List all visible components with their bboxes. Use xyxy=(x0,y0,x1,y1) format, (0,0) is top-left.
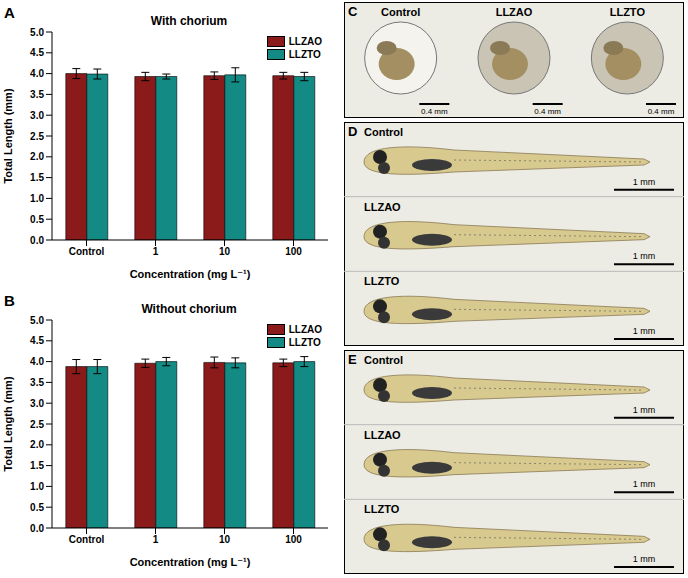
html-text:LLZTO: LLZTO xyxy=(288,337,321,348)
svg-text:Total Length (mm): Total Length (mm) xyxy=(2,88,14,183)
svg-text:1 mm: 1 mm xyxy=(633,554,656,564)
svg-text:0.5: 0.5 xyxy=(30,502,44,513)
svg-text:1 mm: 1 mm xyxy=(633,177,656,187)
html-text:A: A xyxy=(4,4,15,21)
svg-text:1 mm: 1 mm xyxy=(633,405,656,415)
svg-text:LLZTO: LLZTO xyxy=(610,6,646,18)
svg-text:C: C xyxy=(348,4,358,19)
html-text:Without chorium: Without chorium xyxy=(141,302,237,316)
svg-text:10: 10 xyxy=(219,534,231,545)
svg-text:Concentration (mg L⁻¹): Concentration (mg L⁻¹) xyxy=(130,556,251,568)
svg-text:5.0: 5.0 xyxy=(30,27,44,38)
svg-text:4.5: 4.5 xyxy=(30,47,44,58)
svg-text:LLZTO: LLZTO xyxy=(364,275,400,287)
svg-text:0.0: 0.0 xyxy=(30,235,44,246)
svg-text:3.5: 3.5 xyxy=(30,89,44,100)
svg-text:2.5: 2.5 xyxy=(30,131,44,142)
svg-text:0.5: 0.5 xyxy=(30,214,44,225)
svg-text:1.0: 1.0 xyxy=(30,481,44,492)
html-text:LLZAO: LLZAO xyxy=(288,36,322,47)
svg-text:1: 1 xyxy=(153,534,159,545)
svg-text:10: 10 xyxy=(219,246,231,257)
svg-text:5.0: 5.0 xyxy=(30,315,44,326)
svg-text:LLZAO: LLZAO xyxy=(364,429,401,441)
svg-text:100: 100 xyxy=(285,534,302,545)
svg-text:0.4 mm: 0.4 mm xyxy=(421,107,448,116)
svg-text:Control: Control xyxy=(69,246,105,257)
svg-text:Control: Control xyxy=(381,6,420,18)
svg-text:0.0: 0.0 xyxy=(30,523,44,534)
html-text:With chorium: With chorium xyxy=(150,14,228,28)
svg-text:2.5: 2.5 xyxy=(30,419,44,430)
svg-text:1.0: 1.0 xyxy=(30,193,44,204)
svg-text:E: E xyxy=(348,352,357,367)
svg-text:2.0: 2.0 xyxy=(30,439,44,450)
svg-text:Concentration (mg L⁻¹): Concentration (mg L⁻¹) xyxy=(130,268,251,280)
svg-text:Control: Control xyxy=(364,126,403,138)
svg-text:1 mm: 1 mm xyxy=(633,251,656,261)
svg-text:4.5: 4.5 xyxy=(30,335,44,346)
html-text:B: B xyxy=(4,292,15,309)
svg-text:100: 100 xyxy=(285,246,302,257)
svg-text:Control: Control xyxy=(69,534,105,545)
svg-text:LLZAO: LLZAO xyxy=(364,201,401,213)
svg-text:4.0: 4.0 xyxy=(30,68,44,79)
svg-text:1: 1 xyxy=(153,246,159,257)
svg-text:1.5: 1.5 xyxy=(30,172,44,183)
svg-text:3.0: 3.0 xyxy=(30,110,44,121)
svg-text:4.0: 4.0 xyxy=(30,356,44,367)
svg-text:LLZTO: LLZTO xyxy=(364,503,400,515)
svg-text:1 mm: 1 mm xyxy=(633,479,656,489)
svg-text:3.0: 3.0 xyxy=(30,398,44,409)
svg-text:2.0: 2.0 xyxy=(30,151,44,162)
svg-text:1.5: 1.5 xyxy=(30,460,44,471)
html-text:LLZAO: LLZAO xyxy=(288,324,322,335)
svg-text:D: D xyxy=(348,124,357,139)
svg-text:0.4 mm: 0.4 mm xyxy=(648,107,675,116)
svg-text:Total Length (mm): Total Length (mm) xyxy=(2,376,14,471)
svg-text:LLZAO: LLZAO xyxy=(496,6,533,18)
html-text:LLZTO: LLZTO xyxy=(288,49,321,60)
svg-text:3.5: 3.5 xyxy=(30,377,44,388)
svg-text:0.4 mm: 0.4 mm xyxy=(534,107,561,116)
svg-text:Control: Control xyxy=(364,354,403,366)
svg-text:1 mm: 1 mm xyxy=(633,326,656,336)
